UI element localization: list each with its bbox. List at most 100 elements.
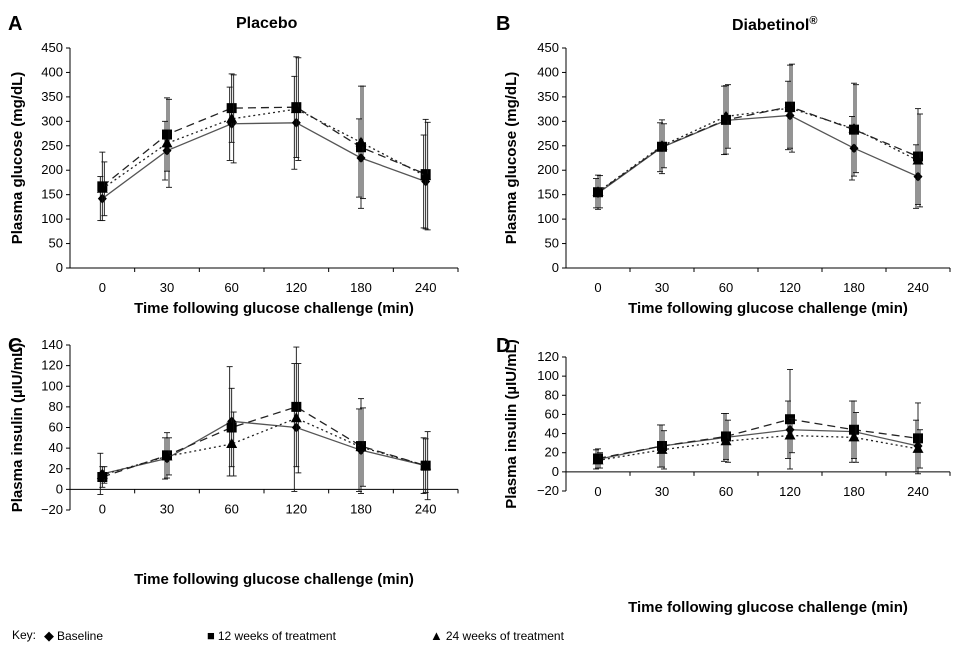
point-12-weeks (785, 414, 795, 425)
y-tick-label-a: 0 (56, 260, 63, 275)
series-line-12-weeks (597, 105, 919, 193)
point-24-weeks (420, 170, 432, 181)
y-tick-label-c: 80 (49, 399, 63, 414)
point-24-weeks (656, 443, 668, 454)
point-24-weeks (290, 103, 302, 114)
panel-title-a: Placebo (236, 15, 298, 32)
x-axis-title-b: Time following glucose challenge (min) (628, 300, 908, 317)
y-tick-label-d: 100 (537, 368, 559, 383)
y-tick-label-b: 0 (552, 260, 559, 275)
y-tick-label-b: 300 (537, 113, 559, 128)
y-tick-label-d: 120 (537, 349, 559, 364)
point-12-weeks (226, 103, 237, 114)
point-24-weeks (161, 137, 173, 148)
y-tick-label-a: 200 (41, 162, 63, 177)
x-tick-label-a: 0 (99, 280, 106, 295)
series-baseline-c (97, 363, 431, 495)
series-24-weeks-a (96, 57, 432, 231)
point-24-weeks (226, 438, 238, 448)
y-tick-label-c: 20 (49, 461, 63, 476)
y-tick-label-c: 140 (41, 337, 63, 352)
point-24-weeks (355, 136, 367, 147)
point-24-weeks (290, 412, 302, 423)
x-tick-label-c: 0 (99, 501, 106, 516)
x-tick-label-d: 180 (843, 484, 865, 499)
x-tick-label-a: 30 (160, 280, 174, 295)
point-12-weeks (849, 424, 859, 435)
x-axis-title-d: Time following glucose challenge (min) (628, 599, 908, 616)
series-line-baseline (597, 114, 919, 194)
x-tick-label-c: 240 (415, 501, 437, 516)
y-axis-title-a: Plasma glucose (mg/dL) (9, 72, 26, 245)
panel-letter-c: C (8, 335, 22, 357)
y-tick-label-d: 20 (545, 445, 559, 460)
x-tick-label-a: 240 (415, 280, 437, 295)
series-baseline-b (593, 80, 923, 209)
point-12-weeks (356, 142, 366, 153)
x-tick-label-a: 60 (224, 280, 238, 295)
x-tick-label-a: 120 (285, 280, 307, 295)
y-tick-label-c: −20 (41, 502, 63, 517)
y-tick-label-a: 100 (41, 211, 63, 226)
y-tick-label-a: 450 (41, 40, 63, 55)
point-24-weeks (784, 102, 796, 113)
y-tick-label-c: 60 (49, 420, 63, 435)
panel-letter-a: A (8, 13, 22, 35)
series-24-weeks-b (592, 63, 924, 209)
y-tick-label-a: 50 (49, 236, 63, 251)
legend-item-12-weeks: ■ 12 weeks of treatment (207, 628, 336, 643)
y-tick-label-d: 40 (545, 426, 559, 441)
series-line-24-weeks (597, 107, 919, 193)
x-tick-label-c: 60 (224, 501, 238, 516)
y-tick-label-c: 40 (49, 440, 63, 455)
series-24-weeks-d (592, 412, 924, 470)
y-tick-label-d: 80 (545, 387, 559, 402)
series-baseline-d (593, 400, 923, 473)
series-line-baseline (102, 420, 426, 475)
series-line-24-weeks (597, 434, 919, 462)
panel-a: A Placebo 0 50 100 150 200 250 300 350 400 450 0 30 60… (8, 13, 459, 317)
y-axis-title-c: Plasma insulin (µIU/mL) (9, 343, 26, 513)
x-tick-label-b: 240 (907, 280, 929, 295)
y-tick-label-b: 200 (537, 162, 559, 177)
y-tick-label-a: 150 (41, 187, 63, 202)
triangle-icon: ▲ (430, 628, 443, 643)
point-12-weeks (162, 129, 172, 140)
diamond-icon: ◆ (44, 628, 54, 643)
point-24-weeks (592, 454, 604, 465)
point-24-weeks (720, 435, 732, 446)
panel-title-b: Diabetinol® (732, 15, 817, 34)
series-12-weeks-a (97, 56, 431, 230)
y-tick-label-c: 120 (41, 358, 63, 373)
x-tick-label-b: 0 (594, 280, 601, 295)
y-tick-label-d: 60 (545, 406, 559, 421)
legend-label-24-weeks: 24 weeks of treatment (445, 629, 564, 643)
y-tick-label-b: 450 (537, 40, 559, 55)
y-tick-label-a: 350 (41, 89, 63, 104)
x-tick-label-a: 180 (350, 280, 372, 295)
point-24-weeks (161, 450, 173, 461)
legend-item-24-weeks: ▲ 24 weeks of treatment (430, 628, 564, 643)
point-24-weeks (96, 468, 108, 479)
point-24-weeks (784, 429, 796, 440)
x-tick-label-d: 30 (655, 484, 669, 499)
x-tick-label-c: 30 (160, 501, 174, 516)
x-tick-label-d: 0 (594, 484, 601, 499)
x-axis-title-a: Time following glucose challenge (min) (134, 300, 414, 317)
point-24-weeks (226, 112, 238, 123)
y-tick-label-d: −20 (537, 483, 559, 498)
y-tick-label-a: 300 (41, 113, 63, 128)
series-line-12-weeks (102, 406, 426, 478)
x-tick-label-b: 180 (843, 280, 865, 295)
y-tick-label-b: 150 (537, 187, 559, 202)
y-tick-label-b: 400 (537, 64, 559, 79)
y-tick-label-d: 0 (552, 464, 559, 479)
y-tick-label-b: 250 (537, 138, 559, 153)
point-12-weeks (913, 433, 923, 444)
y-tick-label-b: 50 (545, 236, 559, 251)
panel-d: D −20 0 20 40 60 80 100 120 0 30 60 120 180 240 Time fo… (496, 335, 951, 616)
series-line-24-weeks (102, 417, 426, 476)
point-24-weeks (848, 431, 860, 442)
y-tick-label-c: 100 (41, 378, 63, 393)
